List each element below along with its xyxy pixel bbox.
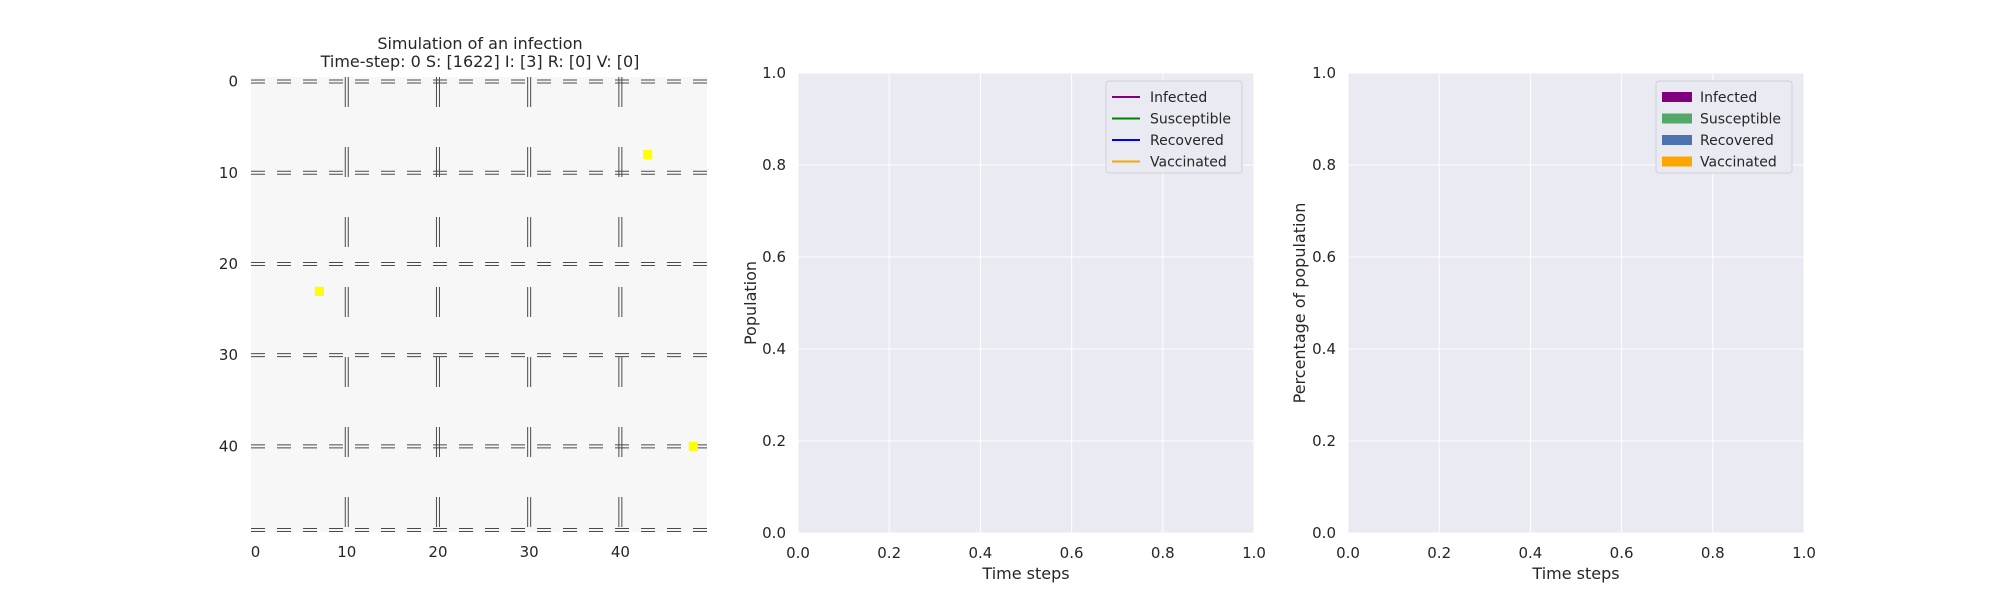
y-tick-label: 0.0 — [1312, 524, 1336, 542]
legend-color-swatch — [1662, 113, 1692, 124]
line-legend: Infected Susceptible Recovered Vaccinated — [1105, 80, 1243, 174]
bar-y-axis-label: Percentage of population — [1290, 203, 1309, 404]
legend-box — [1105, 80, 1243, 174]
x-tick-label: 0.8 — [1151, 544, 1175, 562]
y-tick-label: 0.4 — [762, 340, 786, 358]
x-tick-label: 1.0 — [1792, 544, 1816, 562]
y-tick-label: 0.6 — [1312, 248, 1336, 266]
y-tick-label: 0.2 — [1312, 432, 1336, 450]
legend-entry-label: Recovered — [1700, 133, 1774, 149]
x-tick-label: 0.0 — [786, 544, 810, 562]
bar-x-axis-label: Time steps — [1531, 564, 1619, 583]
legend-color-swatch — [1662, 156, 1692, 167]
simulation-subtitle: Time-step: 0 S: [1622] I: [3] R: [0] V: … — [320, 52, 640, 71]
legend-entry-label: Susceptible — [1150, 112, 1231, 128]
grid-x-tick-label: 0 — [251, 543, 261, 561]
legend-color-swatch — [1662, 92, 1692, 102]
y-tick-label: 1.0 — [762, 64, 786, 82]
y-tick-label: 0.4 — [1312, 340, 1336, 358]
y-tick-label: 0.8 — [762, 156, 786, 174]
grid-cells — [314, 149, 698, 451]
legend-entry-label: Infected — [1700, 90, 1757, 106]
x-tick-label: 0.6 — [1060, 544, 1084, 562]
y-tick-label: 0.8 — [1312, 156, 1336, 174]
grid-x-tick-label: 30 — [520, 543, 539, 561]
x-tick-label: 1.0 — [1242, 544, 1266, 562]
grid-background — [251, 77, 707, 532]
line-x-ticks: 0.0 0.2 0.4 0.6 0.8 1.0 — [786, 544, 1266, 562]
y-tick-label: 0.6 — [762, 248, 786, 266]
x-tick-label: 0.4 — [1518, 544, 1542, 562]
y-tick-label: 0.2 — [762, 432, 786, 450]
line-y-ticks: 0.0 0.2 0.4 0.6 0.8 1.0 — [762, 64, 786, 542]
grid-y-tick-label: 10 — [219, 164, 238, 182]
bar-x-ticks: 0.0 0.2 0.4 0.6 0.8 1.0 — [1336, 544, 1816, 562]
x-tick-label: 0.4 — [968, 544, 992, 562]
x-tick-label: 0.2 — [877, 544, 901, 562]
x-tick-label: 0.2 — [1427, 544, 1451, 562]
legend-entry-label: Recovered — [1150, 133, 1224, 149]
grid-x-ticks: 0 10 20 30 40 — [251, 543, 630, 561]
line-x-axis-label: Time steps — [981, 564, 1069, 583]
legend-entry-label: Infected — [1150, 90, 1207, 106]
grid-y-tick-label: 20 — [219, 255, 238, 273]
y-tick-label: 0.0 — [762, 524, 786, 542]
legend-box — [1655, 80, 1793, 174]
legend-entry-label: Vaccinated — [1700, 155, 1777, 171]
simulation-title: Simulation of an infection — [377, 34, 582, 53]
legend-entry-label: Vaccinated — [1150, 155, 1227, 171]
grid-y-ticks: 0 10 20 30 40 — [219, 73, 238, 456]
bar-legend: Infected Susceptible Recovered Vaccinated — [1655, 80, 1793, 174]
grid-y-tick-label: 30 — [219, 346, 238, 364]
infected-cell — [688, 441, 698, 451]
y-tick-label: 1.0 — [1312, 64, 1336, 82]
infected-cell — [314, 286, 324, 296]
grid-roads — [251, 77, 707, 532]
x-tick-label: 0.0 — [1336, 544, 1360, 562]
legend-entry-label: Susceptible — [1700, 112, 1781, 128]
x-tick-label: 0.6 — [1610, 544, 1634, 562]
grid-x-tick-label: 10 — [337, 543, 356, 561]
x-tick-label: 0.8 — [1701, 544, 1725, 562]
grid-y-tick-label: 40 — [219, 437, 238, 455]
bar-y-ticks: 0.0 0.2 0.4 0.6 0.8 1.0 — [1312, 64, 1336, 542]
simulation-grid-panel: Simulation of an infection Time-step: 0 … — [219, 34, 707, 561]
line-y-axis-label: Population — [741, 261, 760, 345]
grid-y-tick-label: 0 — [228, 73, 238, 91]
population-line-panel: 0.0 0.2 0.4 0.6 0.8 1.0 0.0 0.2 0.4 0.6 0.8 1.0 Ti… — [741, 64, 1266, 583]
grid-x-tick-label: 40 — [611, 543, 630, 561]
grid-x-tick-label: 20 — [428, 543, 447, 561]
legend-color-swatch — [1662, 135, 1692, 145]
percentage-bar-panel: 0.0 0.2 0.4 0.6 0.8 1.0 0.0 0.2 0.4 0.6 0.8 1.0 Ti… — [1290, 64, 1816, 583]
infected-cell — [643, 149, 653, 160]
